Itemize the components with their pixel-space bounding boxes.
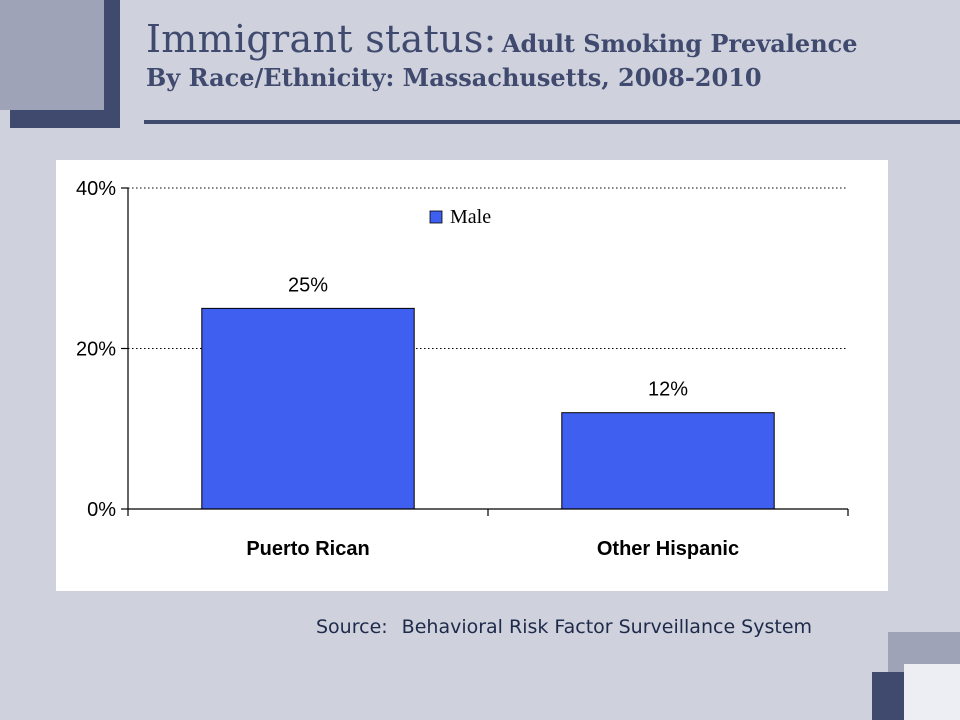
- source-note: Source: Behavioral Risk Factor Surveillan…: [316, 616, 812, 638]
- title-subtitle: Adult Smoking Prevalence: [501, 29, 858, 58]
- bar-0: [201, 307, 415, 510]
- category-label-1: Other Hispanic: [597, 538, 739, 560]
- y-tick-label-40: 40%: [76, 178, 116, 200]
- title-underline: [144, 120, 960, 124]
- title-line-2: By Race/Ethnicity: Massachusetts, 2008-2…: [146, 62, 762, 92]
- data-label-0: 25%: [288, 274, 328, 296]
- y-tick-label-20: 20%: [76, 339, 116, 361]
- source-label: Source:: [316, 616, 388, 638]
- data-label-1: 12%: [648, 379, 688, 401]
- decor-block-dark-bottom-right: [872, 672, 904, 720]
- source-text: Behavioral Risk Factor Surveillance Syst…: [401, 616, 813, 638]
- slide-title: Immigrant status: Adult Smoking Prevalen…: [146, 17, 946, 92]
- legend-swatch-male: [429, 210, 443, 224]
- bar-chart: 25% Puerto Rican 12% Other Hispanic 0% 20% 40%…: [76, 178, 849, 560]
- y-tick-label-0: 0%: [87, 499, 116, 521]
- decor-block-white-bottom-right: [904, 664, 960, 720]
- category-label-0: Puerto Rican: [246, 538, 369, 560]
- chart-panel: 25% Puerto Rican 12% Other Hispanic 0% 20% 40%…: [56, 160, 888, 591]
- title-main: Immigrant status:: [146, 17, 497, 61]
- decor-block-light-top-left-overlay: [0, 0, 104, 110]
- legend: Male: [429, 206, 491, 228]
- bar-1: [561, 412, 775, 510]
- legend-label-male: Male: [450, 206, 491, 228]
